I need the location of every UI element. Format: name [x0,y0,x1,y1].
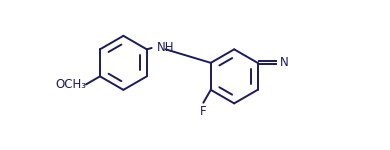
Text: NH: NH [157,42,175,54]
Text: OCH₃: OCH₃ [55,78,86,91]
Text: N: N [280,56,289,69]
Text: F: F [200,105,207,118]
